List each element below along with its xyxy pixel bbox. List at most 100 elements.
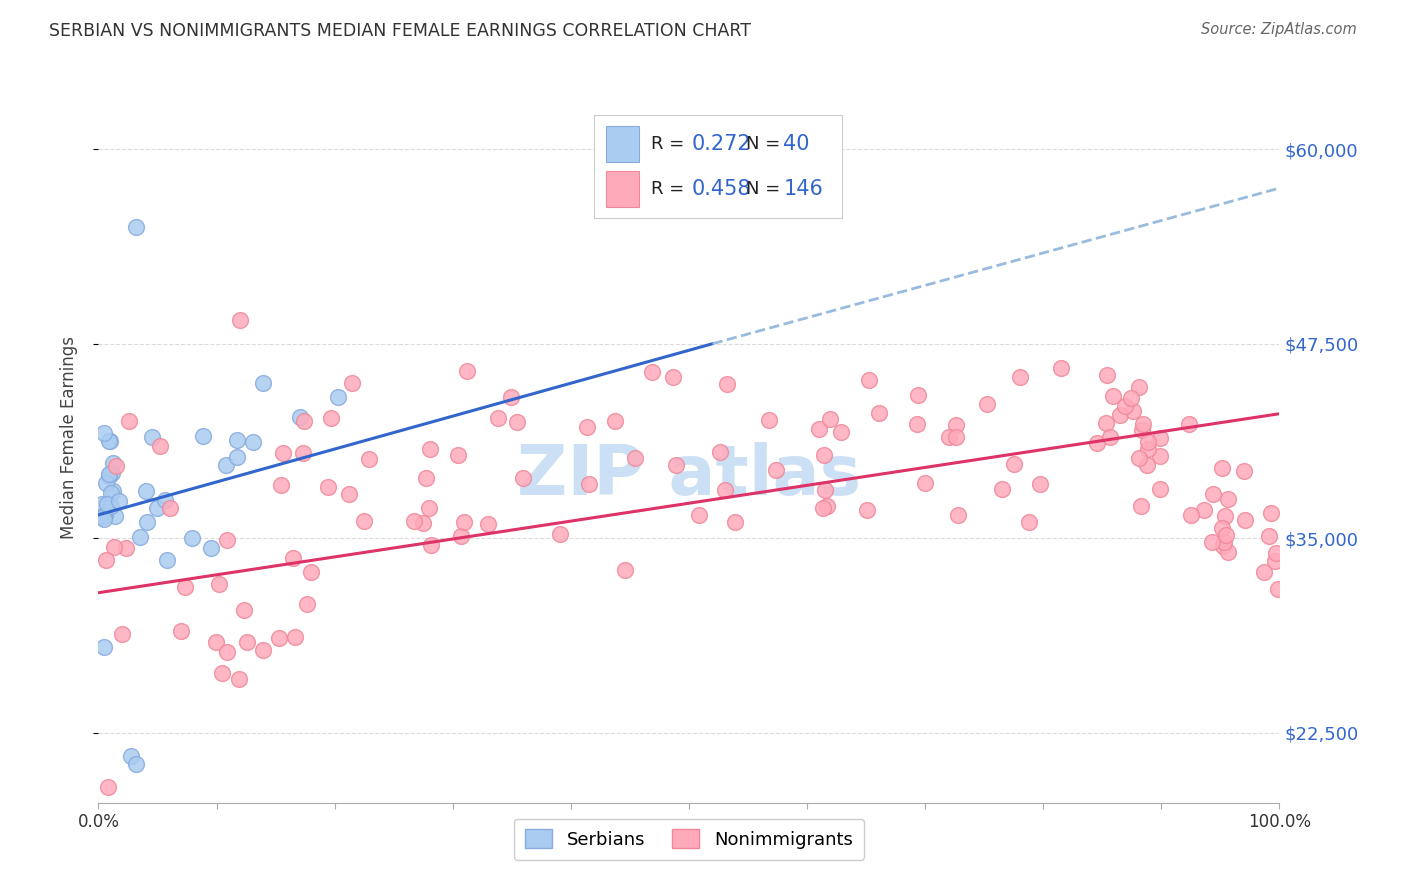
- Point: [1149, 431, 1171, 445]
- Point: [724, 515, 747, 529]
- Point: [111, 627, 134, 641]
- Point: [193, 429, 215, 443]
- Text: Source: ZipAtlas.com: Source: ZipAtlas.com: [1201, 22, 1357, 37]
- Point: [1109, 408, 1132, 422]
- Point: [976, 397, 998, 411]
- Point: [1128, 380, 1150, 394]
- Point: [946, 508, 969, 522]
- Point: [716, 376, 738, 391]
- Text: 0.272: 0.272: [692, 134, 751, 154]
- Point: [217, 645, 239, 659]
- Point: [100, 486, 122, 500]
- Point: [1194, 503, 1216, 517]
- Point: [93, 425, 115, 440]
- Point: [1253, 565, 1275, 579]
- Point: [299, 565, 322, 579]
- Point: [815, 499, 838, 513]
- Point: [93, 512, 115, 526]
- Point: [252, 376, 274, 390]
- Point: [1212, 539, 1234, 553]
- Point: [321, 411, 343, 425]
- Point: [714, 483, 737, 497]
- Point: [271, 446, 294, 460]
- Point: [662, 370, 685, 384]
- Point: [1233, 464, 1256, 478]
- Point: [149, 439, 172, 453]
- Point: [1050, 361, 1073, 376]
- Point: [98, 434, 121, 449]
- Point: [204, 635, 226, 649]
- Point: [1002, 458, 1025, 472]
- Text: N =: N =: [745, 135, 786, 153]
- Point: [641, 365, 664, 379]
- Point: [101, 483, 124, 498]
- Point: [945, 430, 967, 444]
- Point: [1130, 423, 1153, 437]
- Point: [153, 492, 176, 507]
- Point: [765, 463, 787, 477]
- Point: [103, 456, 125, 470]
- Point: [226, 450, 249, 464]
- Point: [512, 470, 534, 484]
- Point: [125, 756, 148, 771]
- Point: [288, 410, 311, 425]
- Point: [856, 503, 879, 517]
- Point: [1018, 515, 1040, 529]
- Point: [94, 508, 117, 523]
- Point: [96, 553, 118, 567]
- Point: [291, 446, 314, 460]
- Point: [97, 468, 120, 483]
- Point: [814, 483, 837, 497]
- Point: [1216, 491, 1239, 506]
- Text: R =: R =: [651, 135, 690, 153]
- Point: [1260, 506, 1282, 520]
- Point: [226, 433, 249, 447]
- Point: [907, 417, 929, 431]
- Point: [174, 580, 197, 594]
- Point: [180, 531, 202, 545]
- Point: [1213, 535, 1236, 549]
- Point: [818, 412, 841, 426]
- Point: [914, 475, 936, 490]
- Point: [907, 388, 929, 402]
- Y-axis label: Median Female Earnings: Median Female Earnings: [59, 335, 77, 539]
- Point: [93, 508, 115, 523]
- Point: [93, 640, 115, 655]
- Point: [1180, 508, 1202, 522]
- Point: [1137, 442, 1160, 456]
- Point: [101, 467, 124, 481]
- Point: [159, 501, 181, 516]
- Point: [316, 480, 339, 494]
- Point: [103, 540, 125, 554]
- Text: ZIP atlas: ZIP atlas: [517, 442, 860, 509]
- Point: [96, 497, 118, 511]
- Point: [1218, 545, 1240, 559]
- Point: [1095, 417, 1118, 431]
- Point: [215, 533, 238, 548]
- Point: [419, 538, 441, 552]
- Point: [170, 624, 193, 638]
- Text: 146: 146: [783, 179, 824, 199]
- Point: [813, 448, 835, 462]
- Point: [624, 450, 647, 465]
- Point: [1008, 370, 1031, 384]
- Point: [233, 602, 256, 616]
- Point: [446, 448, 468, 462]
- Point: [1128, 450, 1150, 465]
- Point: [709, 445, 731, 459]
- Point: [613, 563, 636, 577]
- Point: [1201, 535, 1223, 549]
- Point: [326, 390, 349, 404]
- Point: [1265, 546, 1288, 560]
- Point: [456, 364, 478, 378]
- Point: [758, 413, 780, 427]
- Text: 0.458: 0.458: [692, 179, 751, 199]
- Point: [830, 425, 852, 440]
- Point: [415, 471, 437, 485]
- Point: [235, 635, 257, 649]
- Point: [100, 499, 122, 513]
- Point: [578, 476, 600, 491]
- Point: [1258, 529, 1281, 543]
- Point: [1211, 461, 1233, 475]
- Point: [357, 452, 380, 467]
